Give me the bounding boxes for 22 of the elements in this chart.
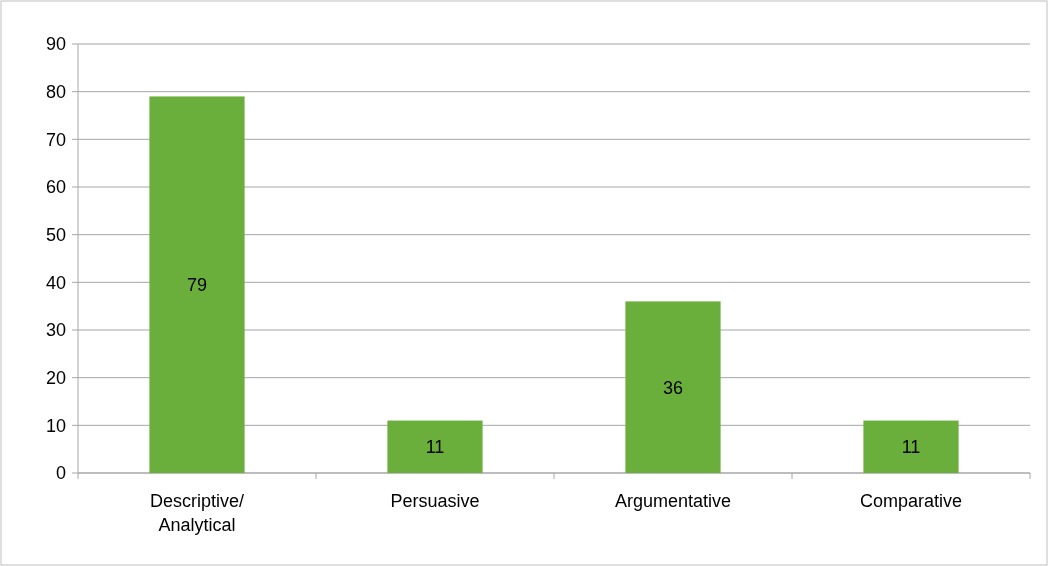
y-tick-label: 20 [45,367,66,388]
data-label: 79 [186,275,208,296]
y-tick-label: 90 [45,34,66,55]
y-tick-label: 40 [45,272,66,293]
y-tick-label: 30 [45,320,66,341]
y-tick-label: 80 [45,81,66,102]
y-tick-label: 50 [45,224,66,245]
x-tick-label: Comparative [859,491,963,511]
bar [625,301,721,473]
y-tick-label: 60 [45,177,66,198]
bar [863,420,959,473]
bar [149,96,245,473]
data-label: 36 [662,377,684,398]
x-tick-label: Descriptive/ Analytical [149,491,245,535]
data-label: 11 [901,437,921,458]
y-tick-label: 10 [45,415,66,436]
x-tick-label: Argumentative [614,491,732,511]
y-tick-label: 0 [55,463,66,484]
y-tick-label: 70 [45,129,66,150]
bar [387,420,483,473]
data-label: 11 [425,437,445,458]
x-tick-label: Persuasive [390,491,480,511]
